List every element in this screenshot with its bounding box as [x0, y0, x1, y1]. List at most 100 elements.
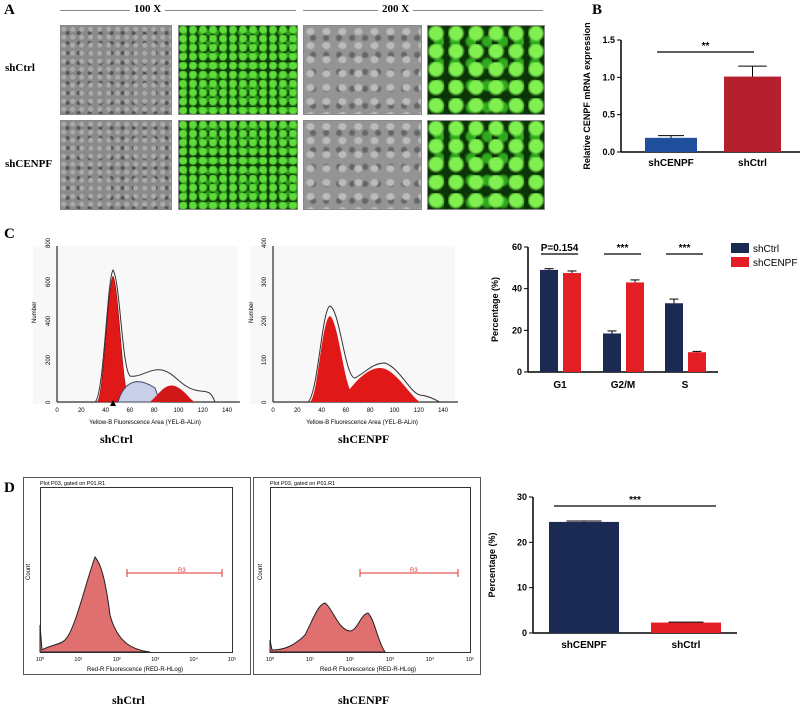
bar [665, 303, 683, 372]
panel-label-b: B [592, 2, 603, 18]
hist-ytick: 400 [262, 237, 268, 248]
flow-xtick: 10¹ [306, 657, 314, 663]
mag-100x: 100 X [130, 3, 166, 15]
flow-title: Plot P03, gated on P01.R1 [40, 481, 105, 487]
micrograph-fluorescence-100x-shcenpf [178, 120, 298, 210]
legend-swatch [731, 243, 749, 253]
bar [651, 622, 721, 633]
hist-xtick: 0 [55, 408, 59, 414]
bar [563, 273, 581, 372]
y-tick-label: 10 [517, 583, 527, 593]
y-tick-label: 20 [517, 537, 527, 547]
hist-xtick: 20 [294, 408, 301, 414]
micrograph-fluorescence-200x-shctrl [427, 25, 545, 115]
gate-label-right: R3 [410, 568, 418, 574]
significance-label: *** [629, 495, 641, 506]
bar [540, 269, 558, 372]
flow-label-shcenpf: shCENPF [338, 693, 390, 707]
mag-divider-100x [60, 10, 296, 11]
bar [724, 76, 781, 152]
panel-label-c: C [4, 226, 15, 242]
hist-xlabel-right: Yellow-B Fluorescence Area (YEL-B-ALin) [306, 420, 418, 426]
hist-xtick: 60 [127, 408, 134, 414]
y-tick-label: 1.0 [602, 72, 615, 82]
y-tick-label: 30 [517, 492, 527, 502]
micrograph-fluorescence-200x-shcenpf [427, 120, 545, 210]
hist-ytick: 600 [46, 276, 52, 287]
y-axis-label: Relative CENPF mRNA expression [582, 22, 592, 169]
legend-label: shCtrl [753, 244, 779, 255]
flow-xtick: 10⁵ [466, 656, 474, 663]
hist-ytick: 400 [46, 315, 52, 326]
significance-label: *** [617, 243, 629, 254]
x-tick-label: shCtrl [738, 158, 767, 169]
hist-xtick: 20 [78, 408, 85, 414]
mag-200x: 200 X [378, 3, 414, 15]
x-tick-label: G2/M [611, 380, 635, 391]
hist-label-shctrl: shCtrl [100, 432, 133, 446]
flow-xlabel-right: Red-R Fluorescence (RED-R-HLog) [320, 667, 416, 673]
micrograph-fluorescence-100x-shctrl [178, 25, 298, 115]
micrograph-brightfield-100x-shcenpf [60, 120, 172, 210]
flow-xtick: 10⁰ [266, 656, 275, 663]
row-label-shctrl: shCtrl [5, 62, 35, 74]
histogram-shctrl: Number Yellow-B Fluorescence Area (YEL-B… [32, 237, 240, 426]
x-tick-label: S [682, 380, 689, 391]
row-label-shcenpf: shCENPF [5, 158, 53, 170]
legend-label: shCENPF [753, 258, 797, 269]
flow-xtick: 10⁴ [189, 656, 198, 663]
histogram-shcenpf: Number Yellow-B Fluorescence Area (YEL-B… [249, 237, 458, 426]
flow-title-right: Plot P03, gated on P01.R1 [270, 481, 335, 487]
hist-xtick: 60 [343, 408, 350, 414]
legend-swatch [731, 257, 749, 267]
x-tick-label: shCENPF [561, 640, 607, 651]
y-tick-label: 60 [512, 242, 522, 252]
panel-label-d: D [4, 480, 15, 496]
cell-cycle-histograms: Number Yellow-B Fluorescence Area (YEL-B… [32, 237, 458, 426]
x-tick-label: G1 [553, 380, 567, 391]
hist-ytick: 800 [46, 237, 52, 248]
bar [645, 137, 697, 152]
flow-xtick: 10⁰ [36, 656, 45, 663]
bar [603, 333, 621, 372]
flow-plot-shcenpf: R3 Plot P03, gated on P01.R1 Count Red-R… [253, 477, 481, 675]
mag-divider-200x [303, 10, 543, 11]
hist-ytick: 0 [262, 400, 268, 404]
hist-xlabel: Yellow-B Fluorescence Area (YEL-B-ALin) [89, 420, 201, 426]
hist-label-shcenpf: shCENPF [338, 432, 390, 446]
hist-ytick: 200 [46, 354, 52, 365]
y-tick-label: 0 [522, 628, 527, 638]
y-tick-label: 1.5 [602, 35, 615, 45]
bar [549, 521, 619, 633]
hist-ylabel-right: Number [249, 302, 255, 323]
flow-xtick: 10² [113, 657, 121, 663]
hist-xtick: 120 [414, 408, 425, 414]
hist-xtick: 140 [222, 408, 233, 414]
significance-label: ** [702, 41, 710, 52]
micrograph-brightfield-200x-shctrl [303, 25, 422, 115]
flow-label-shctrl: shCtrl [112, 693, 145, 707]
hist-xtick: 100 [389, 408, 400, 414]
hist-xtick: 120 [198, 408, 209, 414]
hist-ytick: 0 [46, 400, 52, 404]
micrograph-brightfield-100x-shctrl [60, 25, 172, 115]
hist-xtick: 100 [173, 408, 184, 414]
significance-label: *** [679, 243, 691, 254]
x-tick-label: shCtrl [672, 640, 701, 651]
hist-xtick: 40 [318, 408, 325, 414]
y-tick-label: 20 [512, 325, 522, 335]
hist-ytick: 300 [262, 276, 268, 287]
hist-ytick: 200 [262, 315, 268, 326]
gate-label: R3 [178, 568, 186, 574]
hist-xtick: 0 [271, 408, 275, 414]
flow-xtick: 10² [346, 657, 354, 663]
hist-xtick: 140 [438, 408, 449, 414]
flow-ylabel: Count [26, 564, 32, 580]
y-tick-label: 40 [512, 284, 522, 294]
y-axis-label: Percentage (%) [487, 532, 497, 597]
hist-ytick: 100 [262, 354, 268, 365]
y-tick-label: 0.0 [602, 147, 615, 157]
y-tick-label: 0 [517, 367, 522, 377]
